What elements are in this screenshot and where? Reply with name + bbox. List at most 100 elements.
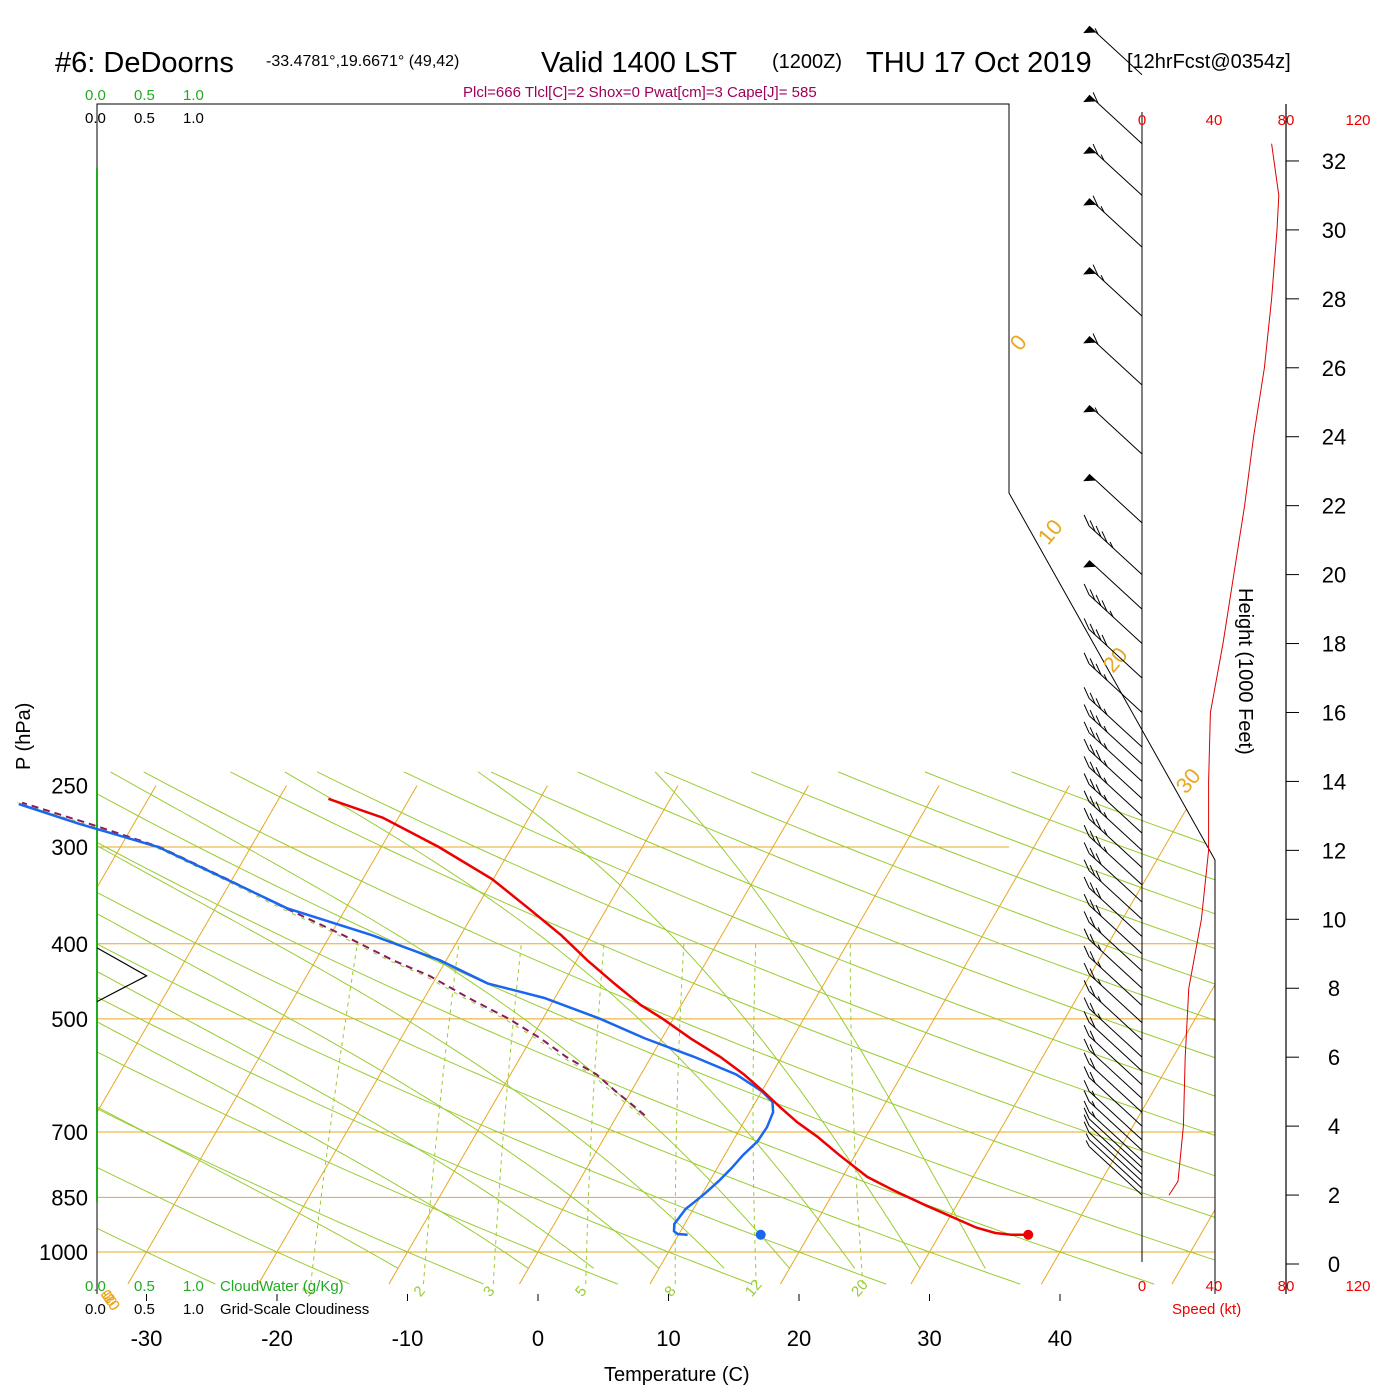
- wind-barb: [1083, 1066, 1143, 1127]
- cloudiness-tick-bottom: 0.0: [85, 1301, 106, 1318]
- wind-barb: [1083, 1090, 1143, 1151]
- wind-barb-flag: [1083, 721, 1090, 734]
- wind-barb: [1083, 1038, 1143, 1099]
- height-tick-label: 22: [1322, 494, 1346, 519]
- temperature-tick-label: 0: [532, 1326, 544, 1351]
- moist-adiabat-line: [284, 771, 856, 1269]
- parcel-trace: [21, 801, 646, 1117]
- speed-axis-label: Speed (kt): [1172, 1301, 1241, 1318]
- height-tick-label: 14: [1322, 769, 1346, 794]
- cloudiness-label: Grid-Scale Cloudiness: [220, 1301, 369, 1318]
- wind-barb-flag: [1089, 933, 1096, 946]
- moist-adiabat-lines: [97, 771, 986, 1269]
- mixing-ratio-line: [674, 943, 685, 1285]
- isotherm-line: [518, 785, 809, 1285]
- wind-barb-staff: [1088, 198, 1143, 248]
- wind-barb: [1083, 704, 1143, 765]
- wind-barb-flag: [1095, 887, 1102, 900]
- wind-barb-staff: [1088, 1063, 1143, 1113]
- wind-barb: [1083, 859, 1143, 920]
- wind-barb-flag: [1089, 968, 1096, 980]
- wind-barb-pennant: [1083, 336, 1096, 344]
- wind-barb: [1083, 1052, 1143, 1113]
- wind-barb-flag: [1083, 825, 1090, 837]
- wind-barb-staff: [1088, 1139, 1143, 1189]
- wind-barb-flag: [1095, 767, 1102, 779]
- wind-barb-staff: [1088, 1077, 1143, 1127]
- wind-barb-flag: [1083, 980, 1090, 992]
- cloudiness-tick-top: 0.5: [134, 110, 155, 127]
- isotherm-line: [779, 785, 1070, 1285]
- wind-barb-pennant: [1083, 26, 1096, 34]
- height-axis-label: Height (1000 Feet): [1234, 588, 1256, 755]
- wind-barb-staff: [1088, 904, 1143, 955]
- wind-barb-staff: [1088, 801, 1143, 851]
- wind-barb-flag: [1089, 847, 1096, 860]
- cloudwater-tick-top: 0.5: [134, 87, 155, 104]
- station-title: #6: DeDoorns: [55, 47, 234, 79]
- wind-barb-half: [1097, 944, 1102, 951]
- dry-adiabat-line: [837, 771, 1215, 1285]
- dry-adiabat-line: [230, 771, 1215, 1285]
- wind-barb-staff: [1088, 1090, 1143, 1141]
- wind-barb-staff: [1088, 1111, 1143, 1161]
- cloud-scales: 0.0 0.0 0.5 0.5 1.0 1.0 0.0 0.0 0.5 0.5 1.0 1.0: [85, 87, 204, 1318]
- parcel-moist-overlay: [17, 802, 641, 1116]
- wind-barb-half: [1094, 28, 1099, 35]
- speed-tick-bottom: 0: [1138, 1278, 1146, 1295]
- wind-barb-flag: [1083, 1107, 1090, 1120]
- wind-barb-flag: [1089, 796, 1096, 808]
- dry-adiabat-line: [490, 771, 1215, 1285]
- wind-barb: [1083, 790, 1143, 851]
- wind-barb-staff: [1088, 956, 1143, 1006]
- wind-barb-flag: [1095, 749, 1102, 762]
- height-tick-label: 30: [1322, 218, 1346, 243]
- wind-barb-flag: [1083, 704, 1090, 716]
- wind-barb-staff: [1088, 146, 1143, 196]
- moist-adiabat-line: [654, 771, 986, 1269]
- dry-adiabat-line: [577, 771, 1215, 1285]
- wind-barb-flag: [1095, 525, 1102, 538]
- wind-barb-staff: [1088, 973, 1143, 1024]
- temperature-trace: [327, 797, 1029, 1236]
- dry-adiabat-line: [97, 771, 1215, 1285]
- mixing-ratio-line: [492, 943, 522, 1285]
- wind-barb-flag: [1083, 1080, 1090, 1092]
- mixing-ratio-line: [585, 943, 605, 1285]
- plot-frame: [96, 103, 1216, 1294]
- wind-barb-staff: [1088, 939, 1143, 989]
- wind-barb-half: [1097, 996, 1102, 1003]
- wind-barb-flag: [1083, 807, 1090, 820]
- wind-barb: [1083, 92, 1143, 145]
- wind-barb-flag: [1089, 778, 1096, 791]
- wind-barb-flag: [1083, 773, 1090, 785]
- wind-barb-flag: [1083, 893, 1090, 906]
- wind-barb: [1083, 618, 1143, 679]
- mixing-ratio-lines: [310, 943, 864, 1285]
- wind-barb-half: [1103, 846, 1108, 853]
- wind-barb-staff: [1088, 835, 1143, 886]
- wind-barb-flag: [1095, 801, 1102, 813]
- wind-barb-flag: [1083, 738, 1090, 751]
- pressure-tick-label: 400: [51, 932, 88, 957]
- height-tick-label: 20: [1322, 563, 1346, 588]
- height-tick-label: 28: [1322, 287, 1346, 312]
- mixing-ratio-label: 2: [410, 1283, 428, 1300]
- wind-barb-flag: [1089, 761, 1096, 773]
- isotherm-label-right: 30: [1171, 763, 1206, 798]
- wind-barb-flag: [1083, 1100, 1090, 1113]
- wind-barb-flag: [1089, 882, 1096, 894]
- cloudwater-tick-bottom: 0.5: [134, 1278, 155, 1295]
- surface-temperature-marker: [1023, 1229, 1034, 1240]
- wind-barb-half: [1091, 1100, 1096, 1108]
- cloudiness-tick-top: 1.0: [183, 110, 204, 127]
- moist-adiabat-line: [477, 771, 921, 1269]
- wind-barb-flag: [1083, 1114, 1090, 1126]
- wind-barb: [1083, 333, 1143, 386]
- mixing-ratio-label: 3: [480, 1283, 498, 1300]
- wind-barb-flag: [1083, 790, 1090, 802]
- wind-barb: [1083, 807, 1143, 868]
- wind-barb-staff: [1088, 629, 1143, 679]
- wind-barb: [1085, 1133, 1143, 1189]
- wind-barb-half: [1097, 1013, 1102, 1020]
